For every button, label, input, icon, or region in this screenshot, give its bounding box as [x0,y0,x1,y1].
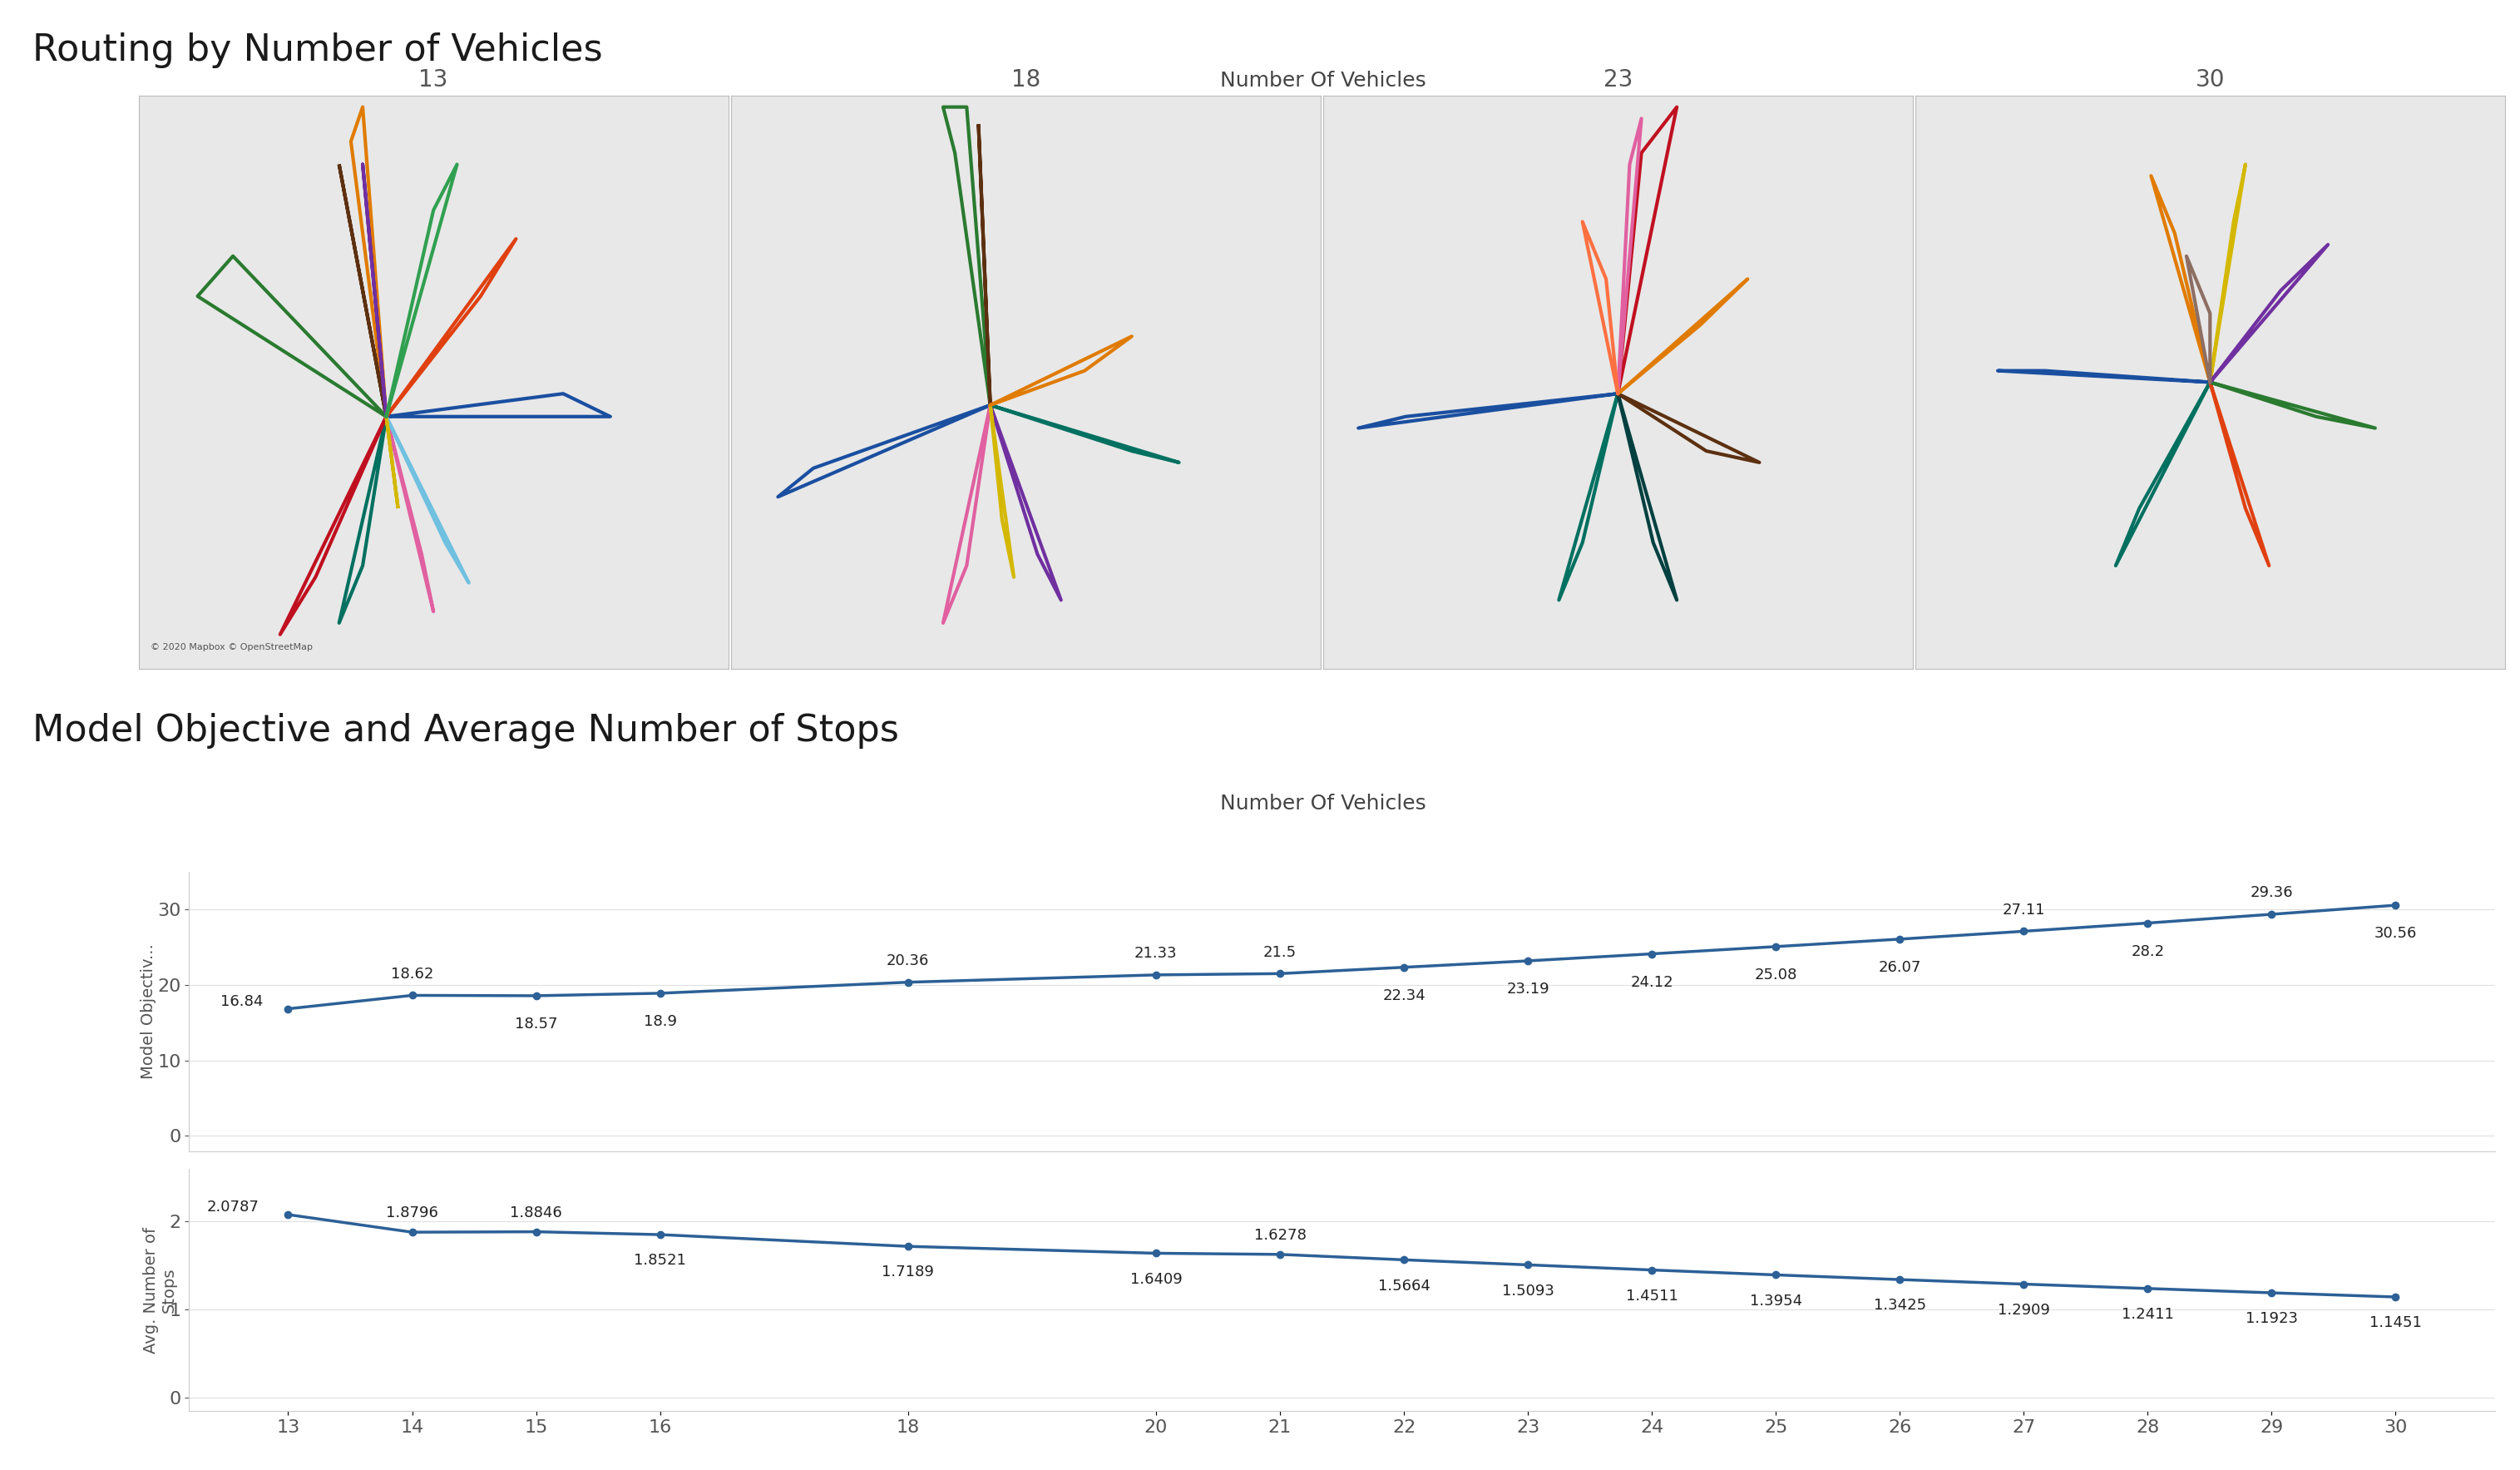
Text: 1.6278: 1.6278 [1255,1227,1305,1242]
Text: 1.7189: 1.7189 [882,1264,935,1280]
Text: 1.8796: 1.8796 [386,1205,438,1220]
Text: 1.5093: 1.5093 [1502,1283,1555,1298]
Text: 1.3954: 1.3954 [1749,1294,1802,1308]
Y-axis label: Model Objectiv...: Model Objectiv... [141,944,156,1079]
Text: 21.5: 21.5 [1263,945,1298,960]
Title: 13: 13 [418,68,449,91]
Text: 20.36: 20.36 [887,954,930,969]
Text: 22.34: 22.34 [1383,988,1426,1003]
Text: Number Of Vehicles: Number Of Vehicles [1220,794,1426,814]
Text: 1.3425: 1.3425 [1872,1298,1925,1313]
Y-axis label: Avg. Number of
Stops: Avg. Number of Stops [144,1226,176,1354]
Text: 1.1451: 1.1451 [2369,1316,2422,1330]
Text: 18.62: 18.62 [391,966,433,982]
Text: © 2020 Mapbox © OpenStreetMap: © 2020 Mapbox © OpenStreetMap [151,644,312,651]
Text: 1.5664: 1.5664 [1378,1279,1429,1294]
Text: 1.1923: 1.1923 [2245,1311,2298,1326]
Text: 18.57: 18.57 [514,1017,557,1032]
Title: 23: 23 [1603,68,1633,91]
Text: 27.11: 27.11 [2003,903,2046,917]
Text: 28.2: 28.2 [2132,944,2165,958]
Text: Model Objective and Average Number of Stops: Model Objective and Average Number of St… [33,713,900,748]
Text: 1.6409: 1.6409 [1129,1272,1182,1286]
Title: 18: 18 [1011,68,1041,91]
Title: 30: 30 [2195,68,2225,91]
Text: Number Of Vehicles: Number Of Vehicles [1220,71,1426,91]
Text: 1.2411: 1.2411 [2122,1307,2175,1322]
Text: 26.07: 26.07 [1877,960,1920,975]
Text: 1.2909: 1.2909 [1998,1302,2049,1317]
Text: 24.12: 24.12 [1630,975,1673,989]
Text: 29.36: 29.36 [2250,885,2293,901]
Text: 1.8846: 1.8846 [509,1205,562,1220]
Text: 16.84: 16.84 [219,994,262,1008]
Text: 18.9: 18.9 [643,1014,678,1029]
Text: Routing by Number of Vehicles: Routing by Number of Vehicles [33,32,602,68]
Text: 21.33: 21.33 [1134,947,1177,961]
Text: 25.08: 25.08 [1754,967,1797,982]
Text: 23.19: 23.19 [1507,982,1550,997]
Text: 1.4511: 1.4511 [1625,1289,1678,1304]
Text: 2.0787: 2.0787 [207,1200,260,1214]
Text: 30.56: 30.56 [2374,926,2417,941]
Text: 1.8521: 1.8521 [635,1252,685,1269]
